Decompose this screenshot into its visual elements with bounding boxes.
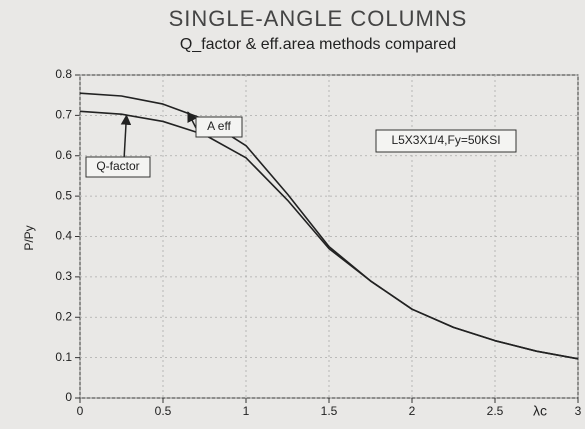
x-tick-label: 0 <box>77 404 84 418</box>
annotation-arrow <box>120 114 132 161</box>
legend-label: Q-factor <box>96 159 139 173</box>
y-tick-label: 0 <box>65 390 72 404</box>
y-axis-label: P/Py <box>22 225 36 250</box>
legend-label: A eff <box>207 119 231 133</box>
annotation-box <box>375 129 517 153</box>
annotation-arrow <box>187 111 197 129</box>
x-tick-label: 3 <box>575 404 582 418</box>
x-axis-label: λc <box>533 403 547 419</box>
y-tick-label: 0.3 <box>55 269 72 283</box>
y-tick-label: 0.2 <box>55 309 72 323</box>
y-tick-label: 0.8 <box>55 67 72 81</box>
y-tick-label: 0.6 <box>55 148 72 162</box>
x-tick-label: 0.5 <box>155 404 172 418</box>
x-tick-label: 1 <box>243 404 250 418</box>
chart-subtitle: Q_factor & eff.area methods compared <box>180 36 456 53</box>
annotation: L5X3X1/4,Fy=50KSI <box>391 133 500 147</box>
legend-box <box>85 156 151 178</box>
chart-title: SINGLE-ANGLE COLUMNS <box>169 6 468 31</box>
series-line <box>79 110 579 360</box>
x-tick-label: 1.5 <box>321 404 338 418</box>
y-tick-label: 0.4 <box>55 229 72 243</box>
y-tick-label: 0.1 <box>55 350 72 364</box>
x-tick-label: 2 <box>409 404 416 418</box>
y-tick-label: 0.5 <box>55 188 72 202</box>
legend-box <box>195 116 243 138</box>
x-tick-label: 2.5 <box>487 404 504 418</box>
y-tick-label: 0.7 <box>55 108 72 122</box>
